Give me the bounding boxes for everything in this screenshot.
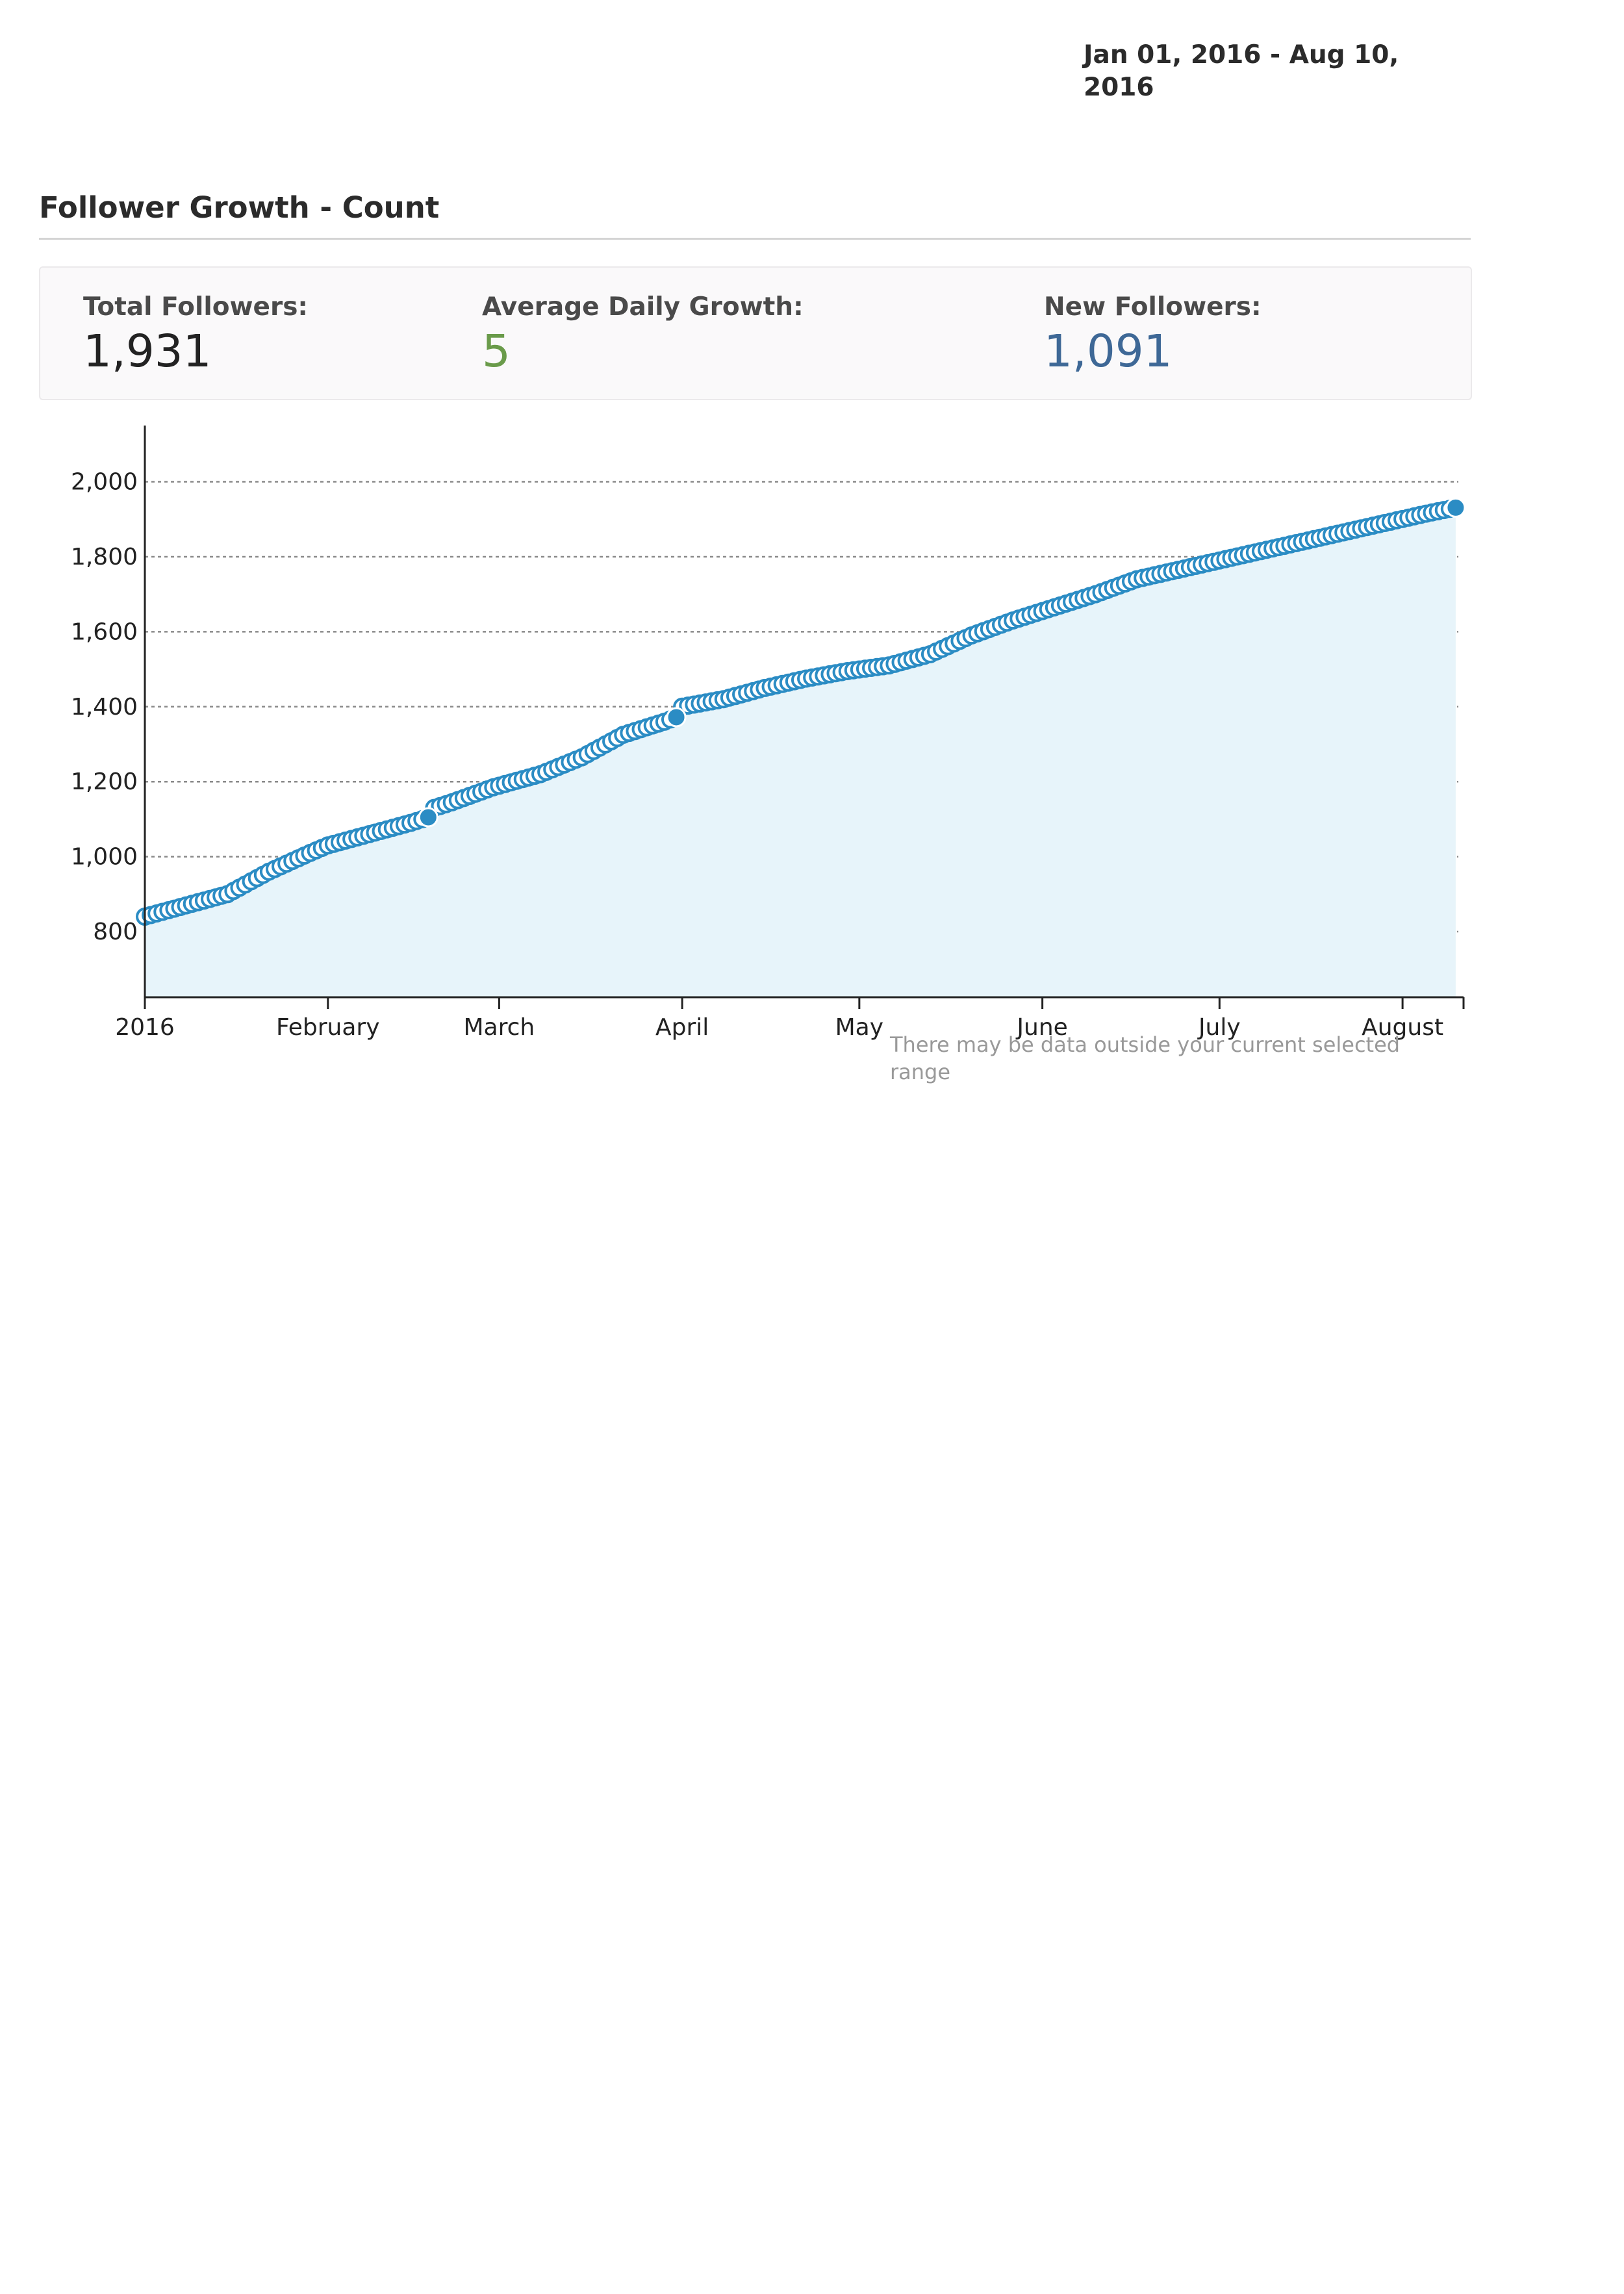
date-range[interactable]: Jan 01, 2016 - Aug 10, 2016 xyxy=(1084,40,1399,102)
x-tick-label: 2016 xyxy=(115,1014,175,1041)
stat-total-label: Total Followers: xyxy=(83,292,309,322)
highlighted-data-point xyxy=(1445,497,1466,518)
x-tick-label: August xyxy=(1362,1014,1443,1041)
x-tick-label: June xyxy=(1015,1014,1067,1041)
follower-growth-chart: 800 1,000 1,200 1,400 1,600 1,800 2,000 2016 Feb… xyxy=(71,426,1466,1041)
y-tick-label: 800 xyxy=(93,919,138,945)
y-tick-label: 1,200 xyxy=(71,769,138,795)
y-tick-label: 1,800 xyxy=(71,544,138,570)
y-tick-label: 1,600 xyxy=(71,618,138,645)
stat-total-value: 1,931 xyxy=(83,325,212,377)
y-tick-label: 1,000 xyxy=(71,844,138,871)
stats-summary: Total Followers: 1,931 Average Daily Gro… xyxy=(39,266,1472,400)
section-title: Follower Growth - Count xyxy=(39,190,440,225)
series-area xyxy=(145,507,1456,997)
stat-total-followers: Total Followers: 1,931 xyxy=(83,292,308,377)
stat-avg-value: 5 xyxy=(482,325,511,377)
x-tick-label: March xyxy=(464,1014,535,1041)
stat-new-followers: New Followers: 1,091 xyxy=(1044,292,1262,377)
title-divider xyxy=(39,238,1471,240)
y-tick-label: 2,000 xyxy=(71,469,138,496)
stat-new-label: New Followers: xyxy=(1044,292,1262,322)
y-tick-label: 1,400 xyxy=(71,694,138,720)
highlighted-data-point xyxy=(666,707,687,728)
x-tick-label: July xyxy=(1197,1014,1241,1041)
highlighted-data-point xyxy=(418,807,438,828)
x-tick-label: February xyxy=(276,1014,380,1041)
stat-average-daily-growth: Average Daily Growth: 5 xyxy=(482,292,804,377)
x-tick-label: April xyxy=(655,1014,709,1041)
x-tick-label: May xyxy=(835,1014,883,1041)
stat-avg-label: Average Daily Growth: xyxy=(482,292,804,322)
chart-range-note: There may be data outside your current s… xyxy=(890,1032,1401,1084)
stat-new-value: 1,091 xyxy=(1044,325,1173,377)
